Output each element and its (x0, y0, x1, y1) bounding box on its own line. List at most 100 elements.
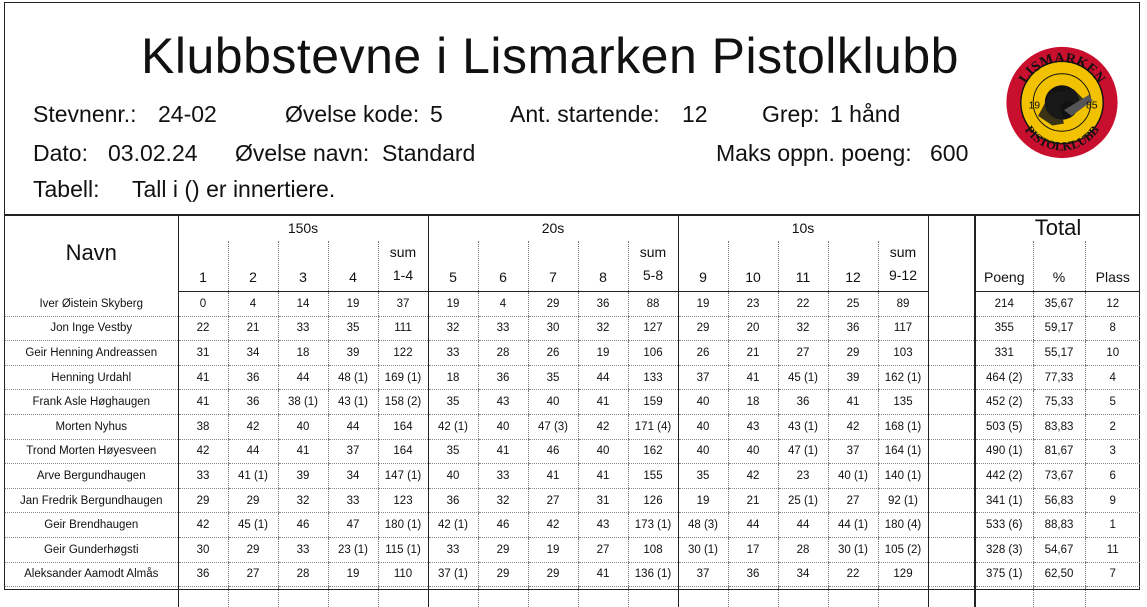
plass-cell: 8 (1085, 316, 1140, 341)
series-score-cell: 29 (228, 488, 278, 513)
series-score-cell: 19 (328, 292, 378, 317)
header-navn: Navn (5, 215, 178, 292)
series-score-cell: 41 (1) (228, 464, 278, 489)
series-score-cell: 19 (678, 488, 728, 513)
empty-cell (1033, 587, 1085, 607)
sum-cell: 122 (378, 341, 428, 366)
percent-cell: 55,17 (1033, 341, 1085, 366)
sum-cell: 158 (2) (378, 390, 428, 415)
series-score-cell: 37 (1) (428, 562, 478, 587)
plass-cell: 5 (1085, 390, 1140, 415)
series-score-cell: 39 (828, 365, 878, 390)
grep-value: 1 hånd (830, 99, 900, 129)
spacer-cell (928, 513, 975, 538)
series-score-cell: 40 (528, 390, 578, 415)
series-score-cell: 22 (778, 292, 828, 317)
series-score-cell: 26 (528, 341, 578, 366)
stevnenr-label: Stevnenr.: (33, 99, 137, 129)
percent-cell: 75,33 (1033, 390, 1085, 415)
series-score-cell: 35 (328, 316, 378, 341)
series-score-cell: 19 (528, 537, 578, 562)
series-score-cell: 39 (278, 464, 328, 489)
plass-cell: 10 (1085, 341, 1140, 366)
series-score-cell: 19 (678, 292, 728, 317)
series-score-cell: 27 (828, 488, 878, 513)
col-9: 9 (678, 241, 728, 292)
percent-cell: 83,83 (1033, 414, 1085, 439)
series-score-cell: 0 (178, 292, 228, 317)
sum-cell: 133 (628, 365, 678, 390)
series-score-cell: 39 (328, 341, 378, 366)
series-score-cell: 35 (428, 439, 478, 464)
sum-cell: 108 (628, 537, 678, 562)
series-score-cell: 41 (178, 365, 228, 390)
sum-range: 1-4 (393, 267, 413, 283)
col-1: 1 (178, 241, 228, 292)
series-score-cell: 46 (478, 513, 528, 538)
series-score-cell: 33 (478, 464, 528, 489)
series-score-cell: 33 (428, 341, 478, 366)
sum-word: sum (890, 244, 916, 260)
col-8: 8 (578, 241, 628, 292)
series-score-cell: 28 (278, 562, 328, 587)
sum-cell: 147 (1) (378, 464, 428, 489)
series-score-cell: 33 (478, 316, 528, 341)
series-score-cell: 17 (728, 537, 778, 562)
empty-cell (178, 587, 228, 607)
header-group-10s: 10s (678, 215, 928, 241)
sum-cell: 168 (1) (878, 414, 928, 439)
series-score-cell: 34 (228, 341, 278, 366)
series-score-cell: 31 (578, 488, 628, 513)
sum-word: sum (390, 244, 416, 260)
page-title: Klubbstevne i Lismarken Pistolklubb (0, 20, 1100, 92)
sum-cell: 164 (378, 439, 428, 464)
sum-cell: 135 (878, 390, 928, 415)
series-score-cell: 45 (1) (228, 513, 278, 538)
sum-cell: 162 (628, 439, 678, 464)
series-score-cell: 40 (728, 439, 778, 464)
series-score-cell: 42 (828, 414, 878, 439)
series-score-cell: 44 (578, 365, 628, 390)
series-score-cell: 42 (1) (428, 414, 478, 439)
series-score-cell: 29 (228, 537, 278, 562)
series-score-cell: 36 (178, 562, 228, 587)
empty-cell (278, 587, 328, 607)
ovelse-kode-value: 5 (430, 99, 443, 129)
stevnenr-value: 24-02 (158, 99, 217, 129)
series-score-cell: 30 (1) (828, 537, 878, 562)
series-score-cell: 32 (428, 316, 478, 341)
series-score-cell: 41 (478, 439, 528, 464)
percent-cell: 81,67 (1033, 439, 1085, 464)
series-score-cell: 43 (578, 513, 628, 538)
series-score-cell: 32 (278, 488, 328, 513)
series-score-cell: 23 (1) (328, 537, 378, 562)
shooter-name: Trond Morten Høyesveen (5, 439, 178, 464)
poeng-cell: 331 (975, 341, 1033, 366)
series-score-cell: 14 (278, 292, 328, 317)
series-score-cell: 21 (728, 488, 778, 513)
sum-cell: 123 (378, 488, 428, 513)
series-score-cell: 46 (528, 439, 578, 464)
ant-startende-value: 12 (682, 99, 708, 129)
series-score-cell: 18 (278, 341, 328, 366)
empty-cell (228, 587, 278, 607)
shooter-name: Arve Bergundhaugen (5, 464, 178, 489)
header-row-groups: Navn 150s 20s 10s Total (5, 215, 1140, 241)
series-score-cell: 41 (728, 365, 778, 390)
plass-cell: 7 (1085, 562, 1140, 587)
empty-cell (1085, 587, 1140, 607)
series-score-cell: 30 (528, 316, 578, 341)
empty-cell (928, 587, 975, 607)
shooter-name: Jon Inge Vestby (5, 316, 178, 341)
series-score-cell: 23 (728, 292, 778, 317)
series-score-cell: 41 (578, 464, 628, 489)
series-score-cell: 40 (428, 464, 478, 489)
percent-cell: 56,83 (1033, 488, 1085, 513)
col-4: 4 (328, 241, 378, 292)
